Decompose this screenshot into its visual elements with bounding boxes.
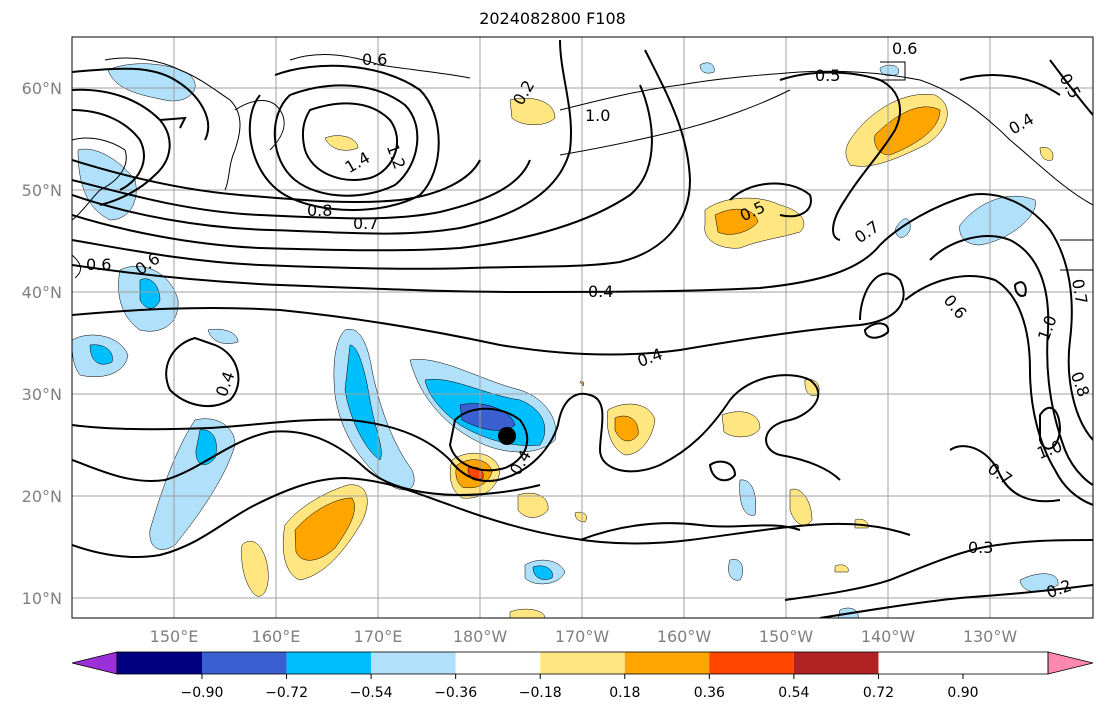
negative-anomaly-region — [959, 196, 1036, 246]
colorbar-segment — [117, 652, 202, 674]
colorbar-tick-label: −0.90 — [181, 685, 224, 701]
lon-tick-label: 150°E — [150, 627, 199, 646]
positive-anomaly-region — [714, 208, 759, 235]
lat-tick-label: 60°N — [22, 79, 62, 98]
lon-tick-label: 170°W — [555, 627, 610, 646]
positive-anomaly-region — [834, 564, 849, 573]
colorbar-tick-label: −0.18 — [519, 685, 562, 701]
positive-anomaly-region — [517, 492, 549, 518]
negative-anomaly-region — [739, 479, 756, 516]
colorbar-extend-right — [1047, 651, 1094, 675]
positive-anomaly-region — [721, 411, 761, 438]
contour-label: 0.8 — [307, 201, 332, 220]
contour-label: 1.0 — [585, 106, 610, 125]
colorbar-segment — [793, 652, 879, 674]
map-frame — [71, 36, 1094, 619]
shading-layer — [72, 62, 1059, 618]
lon-tick-label: 170°E — [354, 627, 403, 646]
lat-tick-label: 20°N — [22, 487, 62, 506]
colorbar-tick-label: 0.90 — [947, 685, 978, 701]
colorbar-extend-left — [71, 651, 118, 675]
negative-anomaly-region — [1019, 573, 1059, 592]
colorbar-tick-label: 0.72 — [863, 685, 894, 701]
lon-tick-label: 130°W — [963, 627, 1018, 646]
contour-label: 0.4 — [588, 282, 613, 301]
positive-anomaly-region — [574, 511, 587, 523]
lon-tick-label: 140°W — [861, 627, 916, 646]
negative-anomaly-region — [699, 62, 715, 74]
contour-label: 0.5 — [815, 66, 840, 85]
positive-anomaly-region — [789, 488, 813, 526]
contour-label: 0.6 — [86, 255, 111, 274]
positive-anomaly-region — [241, 540, 269, 597]
lat-tick-label: 30°N — [22, 385, 62, 404]
colorbar-tick-label: 0.18 — [609, 685, 640, 701]
colorbar: −0.90 −0.72 −0.54 −0.36 −0.18 0.18 0.36 0.54 0.7… — [71, 651, 1094, 701]
positive-anomaly-region — [509, 97, 556, 125]
colorbar-tick-label: 0.54 — [778, 685, 809, 701]
negative-anomaly-region — [344, 344, 382, 461]
contour-label: 0.3 — [968, 538, 993, 557]
negative-anomaly-region — [207, 328, 239, 344]
positive-anomaly-region — [509, 608, 546, 618]
lon-tick-label: 180°W — [453, 627, 508, 646]
colorbar-segment — [709, 652, 794, 674]
contour-label: 0.7 — [353, 214, 378, 233]
lon-tick-label: 160°E — [252, 627, 301, 646]
negative-anomaly-region — [879, 64, 900, 76]
negative-anomaly-region — [89, 344, 113, 365]
colorbar-segment — [540, 652, 625, 674]
contour-label: 0.6 — [362, 50, 387, 69]
latitude-axis: 60°N 50°N 40°N 30°N 20°N 10°N — [22, 79, 62, 608]
chart-title: 2024082800 F108 — [479, 9, 626, 28]
longitude-axis: 150°E 160°E 170°E 180°W 170°W 160°W 150°… — [150, 627, 1018, 646]
positive-anomaly-region — [294, 497, 355, 561]
contour-label: 0.7 — [1068, 277, 1091, 305]
colorbar-segment — [371, 652, 456, 674]
colorbar-outline — [116, 651, 1049, 675]
negative-anomaly-region — [139, 278, 161, 309]
lat-tick-label: 40°N — [22, 283, 62, 302]
colorbar-tick-label: −0.72 — [265, 685, 308, 701]
lat-tick-label: 10°N — [22, 589, 62, 608]
colorbar-tick-label: 0.36 — [694, 685, 725, 701]
positive-anomaly-region — [1039, 147, 1054, 161]
negative-anomaly-region — [728, 559, 743, 581]
colorbar-segment — [455, 652, 541, 674]
graticule — [72, 37, 1093, 618]
colorbar-tick-label: −0.54 — [350, 685, 393, 701]
positive-anomaly-region — [324, 135, 359, 151]
lon-tick-label: 150°W — [759, 627, 814, 646]
contour-label: 0.6 — [892, 39, 917, 58]
colorbar-segment — [286, 652, 372, 674]
positive-anomaly-region — [614, 415, 639, 442]
colorbar-tick-label: −0.36 — [434, 685, 477, 701]
storm-center-marker — [498, 427, 516, 445]
negative-anomaly-region — [532, 565, 553, 580]
positive-anomaly-region — [874, 106, 941, 156]
colorbar-segment — [624, 652, 710, 674]
lat-tick-label: 50°N — [22, 181, 62, 200]
lon-tick-label: 160°W — [657, 627, 712, 646]
colorbar-segment — [202, 652, 287, 674]
negative-anomaly-region — [195, 429, 217, 465]
contour-lines — [72, 39, 1093, 618]
